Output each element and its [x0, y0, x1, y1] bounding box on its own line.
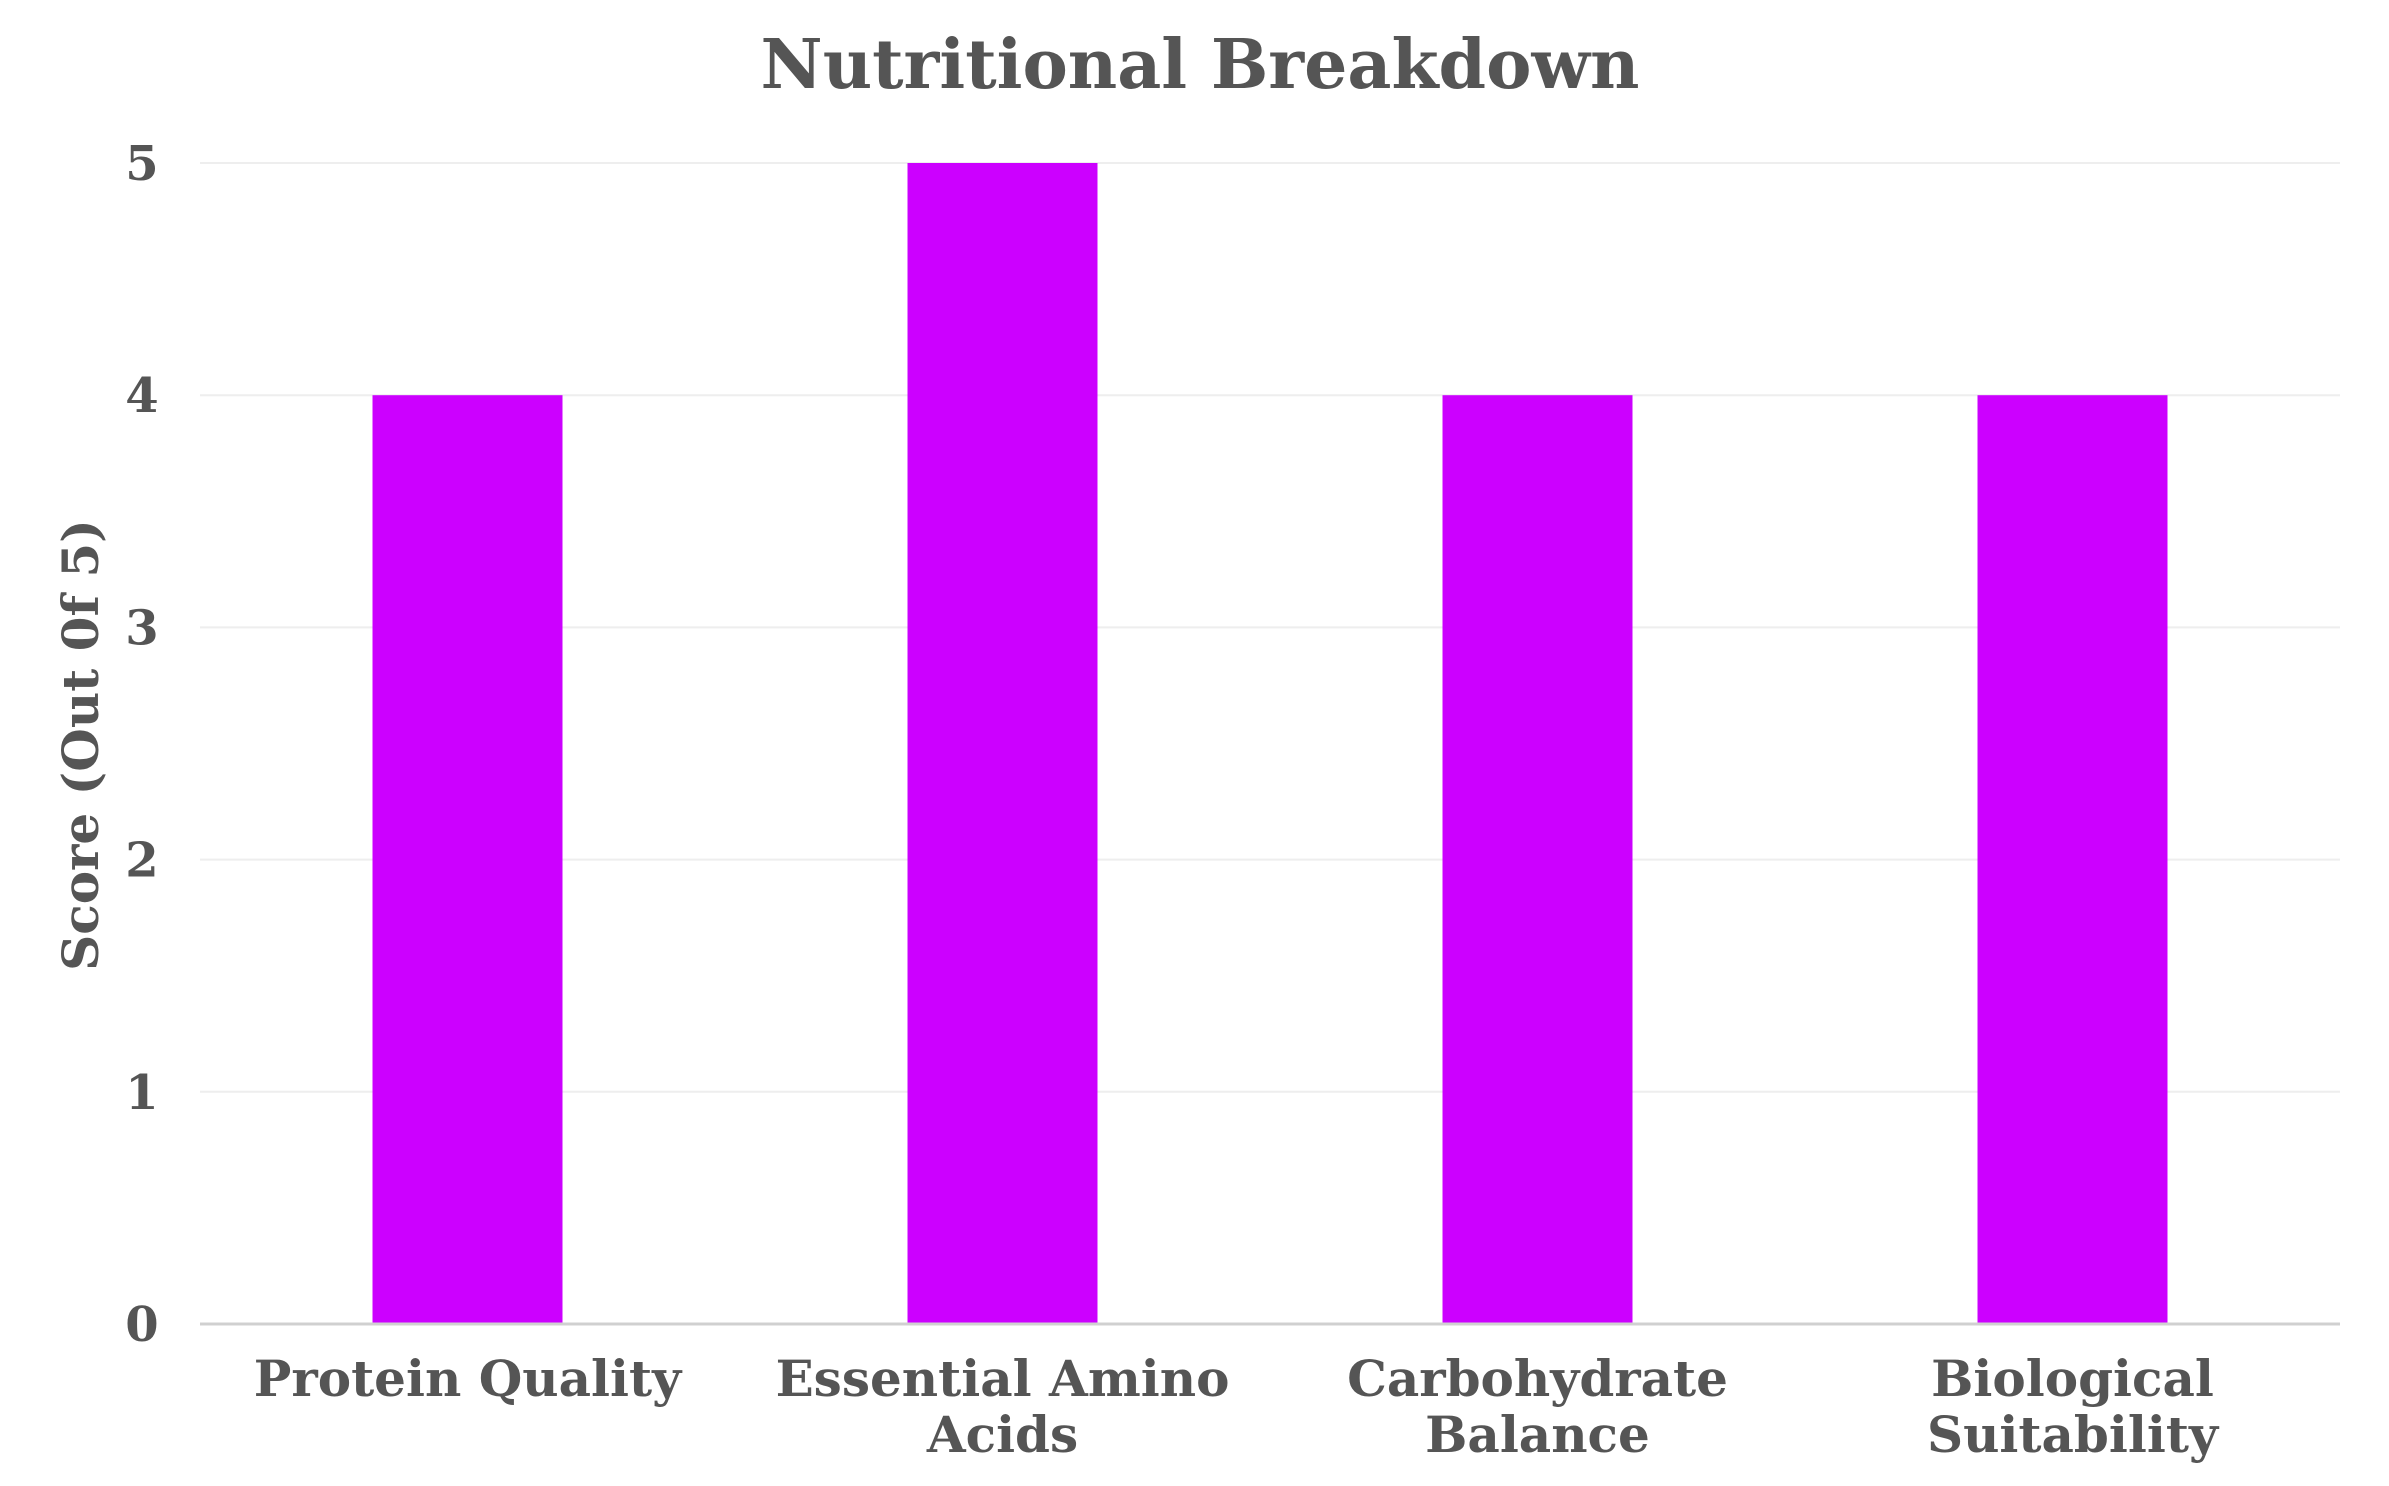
x-tick-label: Protein Quality	[254, 1349, 683, 1408]
x-axis-ticks: Protein Quality Essential Amino Acids Carbo…	[254, 1349, 2220, 1464]
x-tick-label: Essential Amino Acids	[776, 1349, 1230, 1464]
bar	[907, 163, 1098, 1324]
y-tick-label: 0	[125, 1297, 158, 1353]
bars	[372, 163, 2168, 1324]
x-tick-label: Carbohydrate Balance	[1347, 1349, 1728, 1464]
y-axis-ticks: 0 1 2 3 4 5	[125, 136, 158, 1353]
bar	[1442, 395, 1633, 1324]
bar	[1977, 395, 2168, 1324]
y-tick-label: 3	[125, 600, 158, 656]
y-tick-label: 2	[125, 833, 158, 889]
y-tick-label: 4	[125, 368, 158, 424]
bar	[372, 395, 563, 1324]
x-tick-label: Biological Suitability	[1927, 1349, 2220, 1464]
y-tick-label: 1	[125, 1065, 158, 1121]
y-tick-label: 5	[125, 136, 158, 192]
y-axis-label: Score (Out 0f 5)	[51, 519, 110, 971]
chart-title: Nutritional Breakdown	[761, 25, 1640, 105]
